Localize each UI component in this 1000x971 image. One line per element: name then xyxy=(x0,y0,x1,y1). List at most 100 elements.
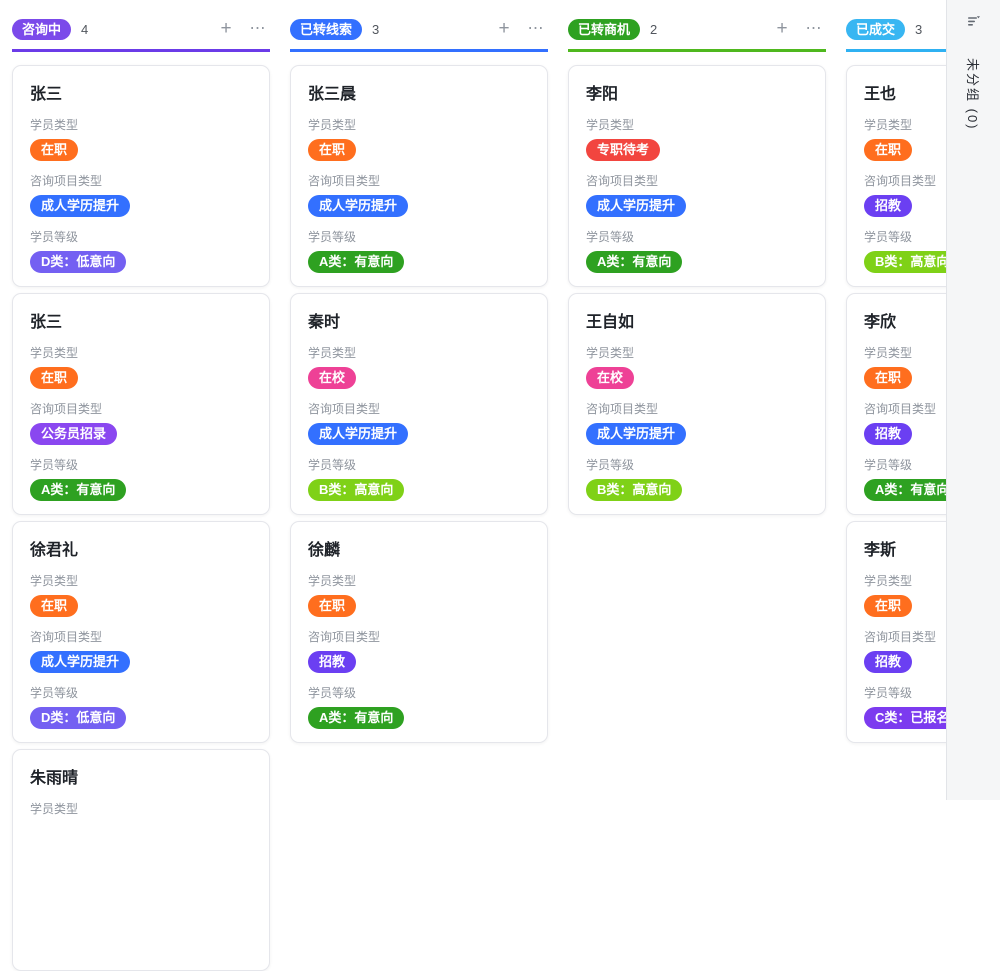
field-tag: B类：高意向 xyxy=(586,479,683,501)
group-more-button[interactable]: ⋯ xyxy=(802,18,826,40)
group-name-pill[interactable]: 已成交 xyxy=(846,18,906,40)
field-label: 学员等级 xyxy=(864,686,913,700)
card-title: 张三 xyxy=(30,314,63,331)
card-field: 学员类型 在校 xyxy=(586,345,808,389)
field-tag: 在职 xyxy=(30,367,79,389)
group-color-bar xyxy=(12,49,270,52)
group-color-bar xyxy=(846,49,1000,52)
card-field: 学员等级 D类：低意向 xyxy=(30,229,252,273)
card-title: 王自如 xyxy=(586,314,635,331)
group-name-pill[interactable]: 咨询中 xyxy=(12,18,72,40)
card-field: 学员等级 A类：有意向 xyxy=(308,229,530,273)
field-label: 学员等级 xyxy=(864,458,913,472)
group-more-button[interactable]: ⋯ xyxy=(524,18,548,40)
field-label: 学员类型 xyxy=(30,802,79,816)
card-list: 李阳 学员类型 专职待考 咨询项目类型 成人学历提升 学员等级 A类：有意向 王… xyxy=(568,65,826,515)
field-label: 咨询项目类型 xyxy=(308,174,381,188)
field-label: 学员类型 xyxy=(30,118,79,132)
card-fields: 学员类型 在职 咨询项目类型 招教 学员等级 B类：高意向 xyxy=(864,117,1000,273)
field-label: 学员类型 xyxy=(586,346,635,360)
field-label: 咨询项目类型 xyxy=(308,402,381,416)
record-card[interactable]: 张三 学员类型 在职 咨询项目类型 成人学历提升 学员等级 D类：低意向 xyxy=(12,65,270,287)
field-tag: 招教 xyxy=(864,651,913,673)
record-card[interactable]: 张三晨 学员类型 在职 咨询项目类型 成人学历提升 学员等级 A类：有意向 xyxy=(290,65,548,287)
field-label: 学员等级 xyxy=(308,230,357,244)
record-card[interactable]: 秦时 学员类型 在校 咨询项目类型 成人学历提升 学员等级 B类：高意向 xyxy=(290,293,548,515)
field-label: 学员等级 xyxy=(308,686,357,700)
field-tag: 招教 xyxy=(864,195,913,217)
field-tag: D类：低意向 xyxy=(30,707,127,729)
expand-group-button[interactable] xyxy=(947,0,1000,44)
field-tag: A类：有意向 xyxy=(308,251,405,273)
record-card[interactable]: 李阳 学员类型 专职待考 咨询项目类型 成人学历提升 学员等级 A类：有意向 xyxy=(568,65,826,287)
group-color-bar xyxy=(568,49,826,52)
field-label: 学员等级 xyxy=(30,458,79,472)
card-field: 学员类型 在职 xyxy=(864,573,1000,617)
record-card[interactable]: 王自如 学员类型 在校 咨询项目类型 成人学历提升 学员等级 B类：高意向 xyxy=(568,293,826,515)
field-tag: 招教 xyxy=(308,651,357,673)
field-tag: 在职 xyxy=(864,595,913,617)
card-field: 咨询项目类型 成人学历提升 xyxy=(308,173,530,217)
card-fields: 学员类型 在职 咨询项目类型 招教 学员等级 A类：有意向 xyxy=(308,573,530,729)
field-tag: 成人学历提升 xyxy=(30,195,131,217)
field-label: 学员等级 xyxy=(864,230,913,244)
record-card[interactable]: 徐麟 学员类型 在职 咨询项目类型 招教 学员等级 A类：有意向 xyxy=(290,521,548,743)
field-label: 咨询项目类型 xyxy=(864,630,937,644)
card-fields: 学员类型 在职 咨询项目类型 招教 学员等级 A类：有意向 xyxy=(864,345,1000,501)
record-card[interactable]: 徐君礼 学员类型 在职 咨询项目类型 成人学历提升 学员等级 D类：低意向 xyxy=(12,521,270,743)
field-tag: A类：有意向 xyxy=(586,251,683,273)
field-tag: 招教 xyxy=(864,423,913,445)
add-card-button[interactable]: + xyxy=(492,18,516,40)
card-field: 学员等级 A类：有意向 xyxy=(864,457,1000,501)
group-name-pill[interactable]: 已转线索 xyxy=(290,18,363,40)
field-label: 学员等级 xyxy=(308,458,357,472)
field-label: 咨询项目类型 xyxy=(864,402,937,416)
card-title: 徐君礼 xyxy=(30,542,79,559)
collapsed-group-label[interactable]: 未分组 (0) xyxy=(965,58,980,131)
field-tag: 在职 xyxy=(30,595,79,617)
record-card[interactable]: 张三 学员类型 在职 咨询项目类型 公务员招录 学员等级 A类：有意向 xyxy=(12,293,270,515)
card-field: 学员等级 A类：有意向 xyxy=(586,229,808,273)
field-tag: 成人学历提升 xyxy=(586,423,687,445)
group-name-pill[interactable]: 已转商机 xyxy=(568,18,641,40)
card-field: 咨询项目类型 招教 xyxy=(308,629,530,673)
card-list: 张三 学员类型 在职 咨询项目类型 成人学历提升 学员等级 D类：低意向 张三 … xyxy=(12,65,270,971)
group-count: 4 xyxy=(81,21,89,37)
field-tag: 成人学历提升 xyxy=(308,195,409,217)
field-tag: 专职待考 xyxy=(586,139,661,161)
card-title: 王也 xyxy=(864,86,897,103)
collapsed-groups-panel: 未分组 (0) xyxy=(946,0,1000,800)
field-tag: 成人学历提升 xyxy=(308,423,409,445)
card-field: 学员类型 在职 xyxy=(30,117,252,161)
card-field: 学员类型 xyxy=(30,801,252,818)
group-count: 3 xyxy=(915,21,923,37)
card-title: 朱雨晴 xyxy=(30,770,79,787)
field-tag: 在职 xyxy=(308,139,357,161)
field-tag: A类：有意向 xyxy=(864,479,961,501)
field-label: 学员类型 xyxy=(864,574,913,588)
field-label: 学员类型 xyxy=(308,118,357,132)
field-label: 咨询项目类型 xyxy=(30,402,103,416)
column-header: 已成交 3 + ⋯ xyxy=(846,18,1000,40)
field-tag: 在职 xyxy=(864,367,913,389)
field-label: 学员等级 xyxy=(30,230,79,244)
card-field: 咨询项目类型 成人学历提升 xyxy=(586,173,808,217)
card-fields: 学员类型 在职 咨询项目类型 成人学历提升 学员等级 D类：低意向 xyxy=(30,573,252,729)
field-tag: 在校 xyxy=(586,367,635,389)
field-tag: 成人学历提升 xyxy=(30,651,131,673)
card-field: 咨询项目类型 成人学历提升 xyxy=(586,401,808,445)
add-card-button[interactable]: + xyxy=(214,18,238,40)
add-card-button[interactable]: + xyxy=(770,18,794,40)
card-fields: 学员类型 在校 咨询项目类型 成人学历提升 学员等级 B类：高意向 xyxy=(308,345,530,501)
record-card[interactable]: 朱雨晴 学员类型 xyxy=(12,749,270,971)
card-field: 学员类型 在职 xyxy=(30,573,252,617)
field-label: 咨询项目类型 xyxy=(30,630,103,644)
group-count: 2 xyxy=(650,21,658,37)
card-list: 张三晨 学员类型 在职 咨询项目类型 成人学历提升 学员等级 A类：有意向 秦时… xyxy=(290,65,548,743)
card-field: 学员等级 B类：高意向 xyxy=(864,229,1000,273)
field-label: 学员等级 xyxy=(30,686,79,700)
group-more-button[interactable]: ⋯ xyxy=(246,18,270,40)
field-tag: A类：有意向 xyxy=(308,707,405,729)
card-field: 学员等级 B类：高意向 xyxy=(308,457,530,501)
